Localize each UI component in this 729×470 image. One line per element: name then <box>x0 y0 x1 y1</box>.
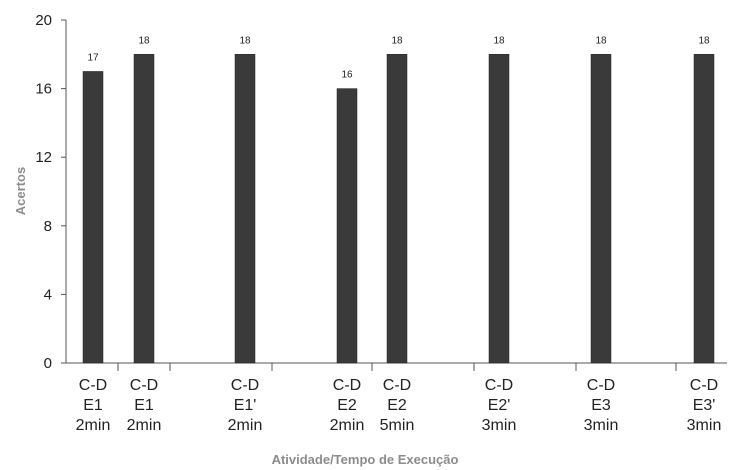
x-tick-label: C-D <box>130 377 158 394</box>
y-tick-label: 0 <box>44 355 52 372</box>
x-tick-label: 3min <box>584 417 619 434</box>
bar <box>133 54 155 364</box>
data-labels: 17 18 18 16 18 18 18 18 <box>87 35 710 80</box>
x-tick-label: E2 <box>337 397 357 414</box>
x-tick-label: 2min <box>228 417 263 434</box>
y-tick-label: 16 <box>35 81 52 98</box>
x-tick-label: C-D <box>587 377 615 394</box>
x-axis: C-D E1 2min C-D E1 2min C-D E1' 2min C-D E2 2min C-D… <box>66 362 727 434</box>
x-tick-label: 2min <box>76 417 111 434</box>
x-tick-label: E1 <box>134 397 154 414</box>
data-label: 18 <box>391 35 403 46</box>
x-tick-label: 3min <box>687 417 722 434</box>
data-label: 17 <box>87 52 99 63</box>
bar <box>488 54 510 364</box>
y-tick-label: 8 <box>44 218 52 235</box>
data-label: 18 <box>138 35 150 46</box>
y-axis: 0 4 8 12 16 20 <box>35 12 67 372</box>
data-label: 18 <box>239 35 251 46</box>
x-tick-label: E1 <box>83 397 103 414</box>
x-tick-label: C-D <box>383 377 411 394</box>
y-tick-label: 20 <box>35 12 52 29</box>
x-tick-label: E2' <box>488 397 511 414</box>
x-tick-label: C-D <box>485 377 513 394</box>
data-label: 18 <box>595 35 607 46</box>
data-label: 16 <box>341 70 353 81</box>
bar <box>386 54 408 364</box>
bar <box>590 54 612 364</box>
x-tick-label: 2min <box>127 417 162 434</box>
bar <box>234 54 256 364</box>
x-tick-label: 3min <box>482 417 517 434</box>
x-tick-label: E2 <box>387 397 407 414</box>
bar <box>693 54 715 364</box>
x-tick-label: E1' <box>234 397 257 414</box>
bar <box>82 71 104 364</box>
y-axis-title: Acertos <box>13 167 28 215</box>
y-tick-label: 12 <box>35 149 52 166</box>
x-tick-label: 2min <box>330 417 365 434</box>
x-tick-label: 5min <box>380 417 415 434</box>
x-tick-label: E3' <box>693 397 716 414</box>
bars <box>82 54 715 364</box>
x-axis-title: Atividade/Tempo de Execução <box>272 452 459 467</box>
x-tick-label: E3 <box>591 397 611 414</box>
x-tick-label: C-D <box>231 377 259 394</box>
bar <box>336 88 358 364</box>
x-tick-label: C-D <box>79 377 107 394</box>
data-label: 18 <box>493 35 505 46</box>
x-tick-label: C-D <box>333 377 361 394</box>
y-tick-label: 4 <box>44 286 52 303</box>
data-label: 18 <box>698 35 710 46</box>
x-tick-label: C-D <box>690 377 718 394</box>
